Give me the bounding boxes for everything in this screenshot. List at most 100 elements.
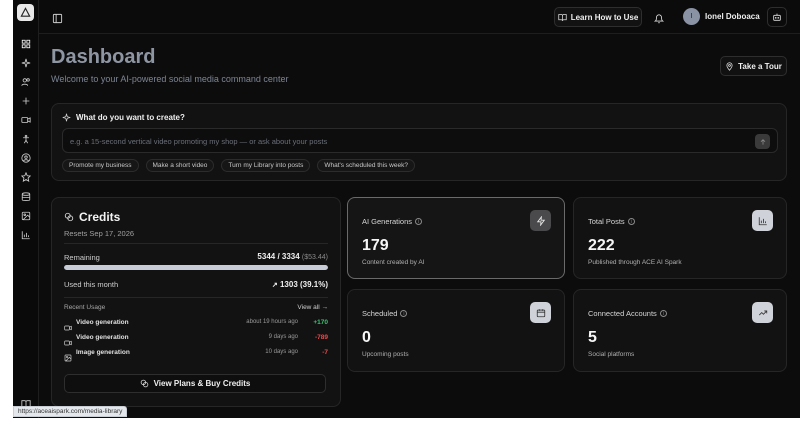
coins-icon xyxy=(64,212,74,222)
ai-generations-card[interactable]: AI Generations i 179 Content created by … xyxy=(347,197,565,279)
database-icon[interactable] xyxy=(20,191,31,202)
assistant-button[interactable] xyxy=(767,7,787,27)
usage-row: Video generation 9 days ago -789 xyxy=(64,333,328,346)
stat-value: 0 xyxy=(362,329,371,346)
create-prompt-input[interactable]: e.g. a 15-second vertical video promotin… xyxy=(62,128,778,153)
chip-promote-business[interactable]: Promote my business xyxy=(62,159,139,172)
create-prompt-placeholder: e.g. a 15-second vertical video promotin… xyxy=(70,137,328,146)
chart-icon[interactable] xyxy=(20,229,31,240)
person-icon[interactable] xyxy=(20,133,31,144)
stat-label: AI Generations i xyxy=(362,217,423,226)
bar-chart-badge xyxy=(752,210,773,231)
bot-icon xyxy=(773,13,781,21)
map-pin-icon xyxy=(726,61,733,71)
divider xyxy=(64,297,328,298)
stat-label: Connected Accounts i xyxy=(588,309,667,318)
lightning-badge xyxy=(530,210,551,231)
usage-time: 10 days ago xyxy=(265,349,298,355)
chip-short-video[interactable]: Make a short video xyxy=(145,159,215,172)
recent-usage-label: Recent Usage xyxy=(64,304,106,311)
stat-desc: Upcoming posts xyxy=(362,351,409,358)
bell-icon[interactable] xyxy=(653,11,665,24)
view-all-text: View all xyxy=(297,304,320,311)
create-title-text: What do you want to create? xyxy=(76,113,185,122)
trending-up-icon xyxy=(758,310,767,315)
usage-name: Video generation xyxy=(76,334,129,341)
arrow-up-icon xyxy=(760,138,765,145)
video-icon xyxy=(64,334,72,346)
usage-row: Video generation about 19 hours ago +170 xyxy=(64,318,328,331)
user-name[interactable]: Ionel Doboaca xyxy=(705,12,760,21)
divider xyxy=(64,243,328,244)
remaining-label: Remaining xyxy=(64,253,100,262)
info-icon[interactable]: i xyxy=(659,310,667,317)
view-plans-label: View Plans & Buy Credits xyxy=(153,379,251,388)
connected-accounts-card[interactable]: Connected Accounts i 5 Social platforms xyxy=(573,289,787,372)
calendar-icon xyxy=(536,308,545,317)
sparkle-icon xyxy=(62,113,71,122)
take-tour-label: Take a Tour xyxy=(738,61,782,71)
calendar-badge xyxy=(530,302,551,323)
sidebar xyxy=(13,0,39,418)
info-icon[interactable]: i xyxy=(400,310,408,317)
lightning-icon xyxy=(536,215,545,226)
stat-desc: Content created by AI xyxy=(362,259,425,266)
status-bar-url: https://aceaispark.com/media-library xyxy=(13,406,128,417)
video-icon[interactable] xyxy=(20,114,31,125)
credits-card: Credits Resets Sep 17, 2026 Remaining 53… xyxy=(51,197,341,407)
usage-delta: -789 xyxy=(314,334,328,341)
usage-name: Video generation xyxy=(76,319,129,326)
suggestion-chips: Promote my business Make a short video T… xyxy=(62,159,415,172)
bar-chart-icon xyxy=(758,216,767,225)
view-all-link[interactable]: View all → xyxy=(297,304,328,311)
credits-title-text: Credits xyxy=(79,210,121,224)
remaining-progress-bar xyxy=(64,265,328,270)
remaining-value: 5344 / 3334 ($53.44) xyxy=(257,252,328,261)
stat-value: 222 xyxy=(588,237,615,254)
remaining-progress-fill xyxy=(64,265,328,270)
image-icon[interactable] xyxy=(20,210,31,221)
app-window: Learn How to Use I Ionel Doboaca Dashboa… xyxy=(13,0,800,418)
scheduled-card[interactable]: Scheduled i 0 Upcoming posts xyxy=(347,289,565,372)
stat-label-text: Scheduled xyxy=(362,309,398,318)
used-value: ↗ 1303 (39.1%) xyxy=(272,280,328,289)
panel-toggle-icon[interactable] xyxy=(52,11,63,24)
usage-name: Image generation xyxy=(76,349,130,356)
app-logo[interactable] xyxy=(17,4,34,21)
coins-icon xyxy=(140,379,148,388)
usage-time: 9 days ago xyxy=(268,334,298,340)
stat-label-text: Connected Accounts xyxy=(588,309,657,318)
users-icon[interactable] xyxy=(20,76,31,87)
avatar[interactable]: I xyxy=(683,8,700,25)
trend-up-icon: ↗ xyxy=(271,282,278,289)
used-value-text: 1303 (39.1%) xyxy=(279,280,328,289)
usage-time: about 19 hours ago xyxy=(246,319,298,325)
usage-row: Image generation 10 days ago -7 xyxy=(64,348,328,362)
trend-badge xyxy=(752,302,773,323)
chip-scheduled-week[interactable]: What's scheduled this week? xyxy=(317,159,415,172)
image-icon xyxy=(64,349,72,362)
credits-title: Credits xyxy=(64,210,120,224)
video-icon xyxy=(64,319,72,331)
info-icon[interactable]: i xyxy=(627,218,635,225)
chip-library-posts[interactable]: Turn my Library into posts xyxy=(221,159,311,172)
used-label: Used this month xyxy=(64,280,119,289)
learn-how-button[interactable]: Learn How to Use xyxy=(554,7,642,27)
user-circle-icon[interactable] xyxy=(20,152,31,163)
dashboard-icon[interactable] xyxy=(20,38,31,49)
send-button[interactable] xyxy=(755,134,770,149)
topbar: Learn How to Use I Ionel Doboaca xyxy=(39,0,800,34)
create-panel: What do you want to create? e.g. a 15-se… xyxy=(51,103,787,181)
remaining-money: ($53.44) xyxy=(301,254,328,261)
total-posts-card[interactable]: Total Posts i 222 Published through ACE … xyxy=(573,197,787,279)
sparkle-icon[interactable] xyxy=(20,57,31,68)
book-open-icon xyxy=(558,13,567,21)
star-icon[interactable] xyxy=(20,171,31,182)
create-title: What do you want to create? xyxy=(62,113,185,122)
take-tour-button[interactable]: Take a Tour xyxy=(720,56,787,76)
view-plans-button[interactable]: View Plans & Buy Credits xyxy=(64,374,326,393)
stat-desc: Social platforms xyxy=(588,351,635,358)
plus-icon[interactable] xyxy=(20,95,31,106)
stat-value: 5 xyxy=(588,329,597,346)
info-icon[interactable]: i xyxy=(415,218,423,225)
